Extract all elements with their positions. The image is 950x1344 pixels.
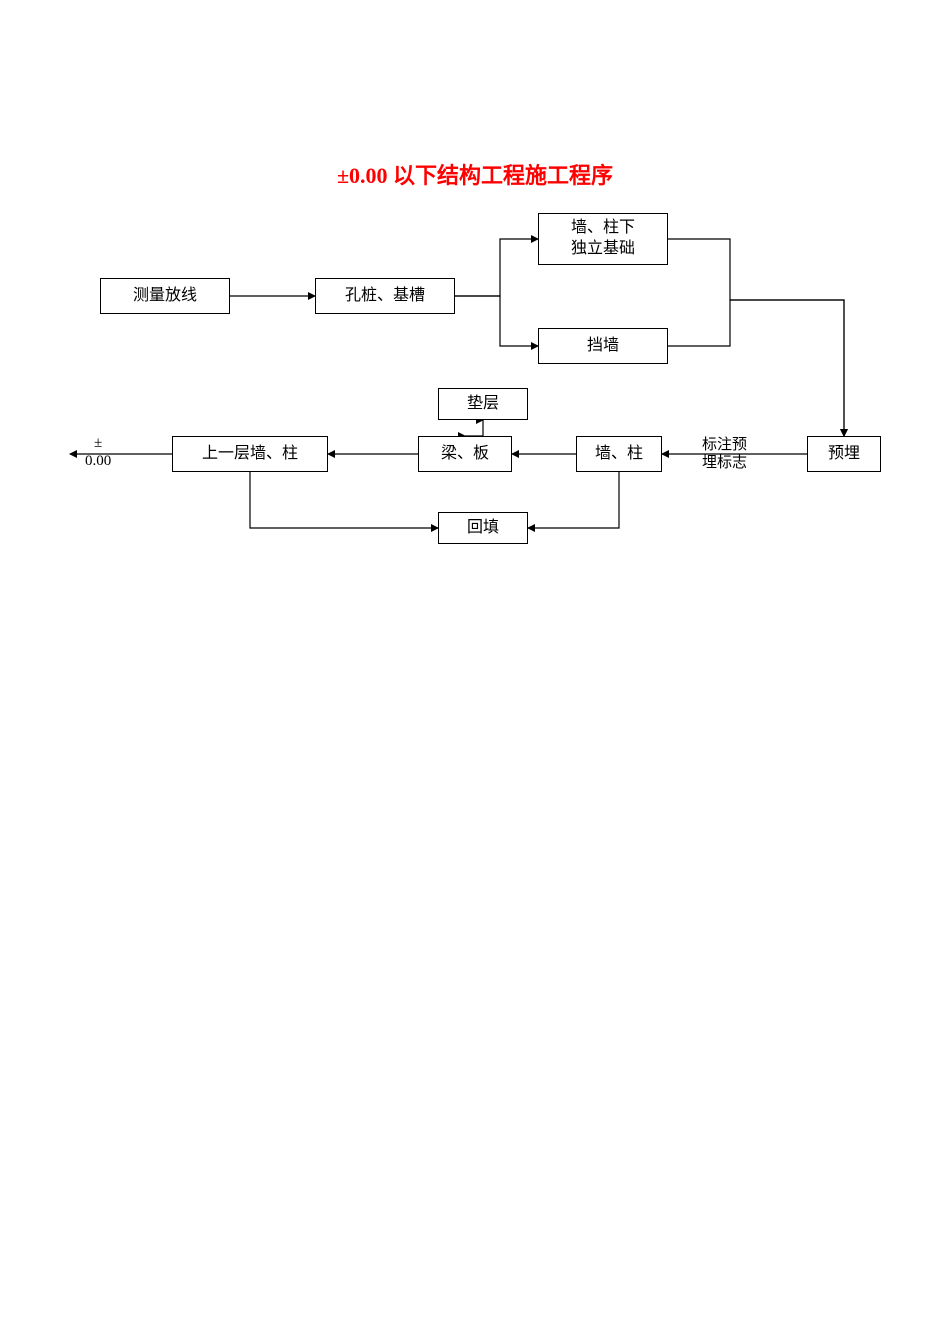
node-measure: 测量放线 (100, 278, 230, 314)
node-retwall: 挡墙 (538, 328, 668, 364)
label-embedmark: 标注预埋标志 (702, 436, 747, 472)
page-title: ±0.00 以下结构工程施工程序 (337, 158, 613, 190)
node-embed: 预埋 (807, 436, 881, 472)
node-pad: 垫层 (438, 388, 528, 420)
node-backfill: 回填 (438, 512, 528, 544)
node-wallcol: 墙、柱 (576, 436, 662, 472)
flowchart-edges (0, 0, 950, 1344)
node-upper: 上一层墙、柱 (172, 436, 328, 472)
node-piles: 孔桩、基槽 (315, 278, 455, 314)
label-zero: ±0.00 (85, 434, 111, 470)
node-beamslab: 梁、板 (418, 436, 512, 472)
node-wallcolbase: 墙、柱下独立基础 (538, 213, 668, 265)
